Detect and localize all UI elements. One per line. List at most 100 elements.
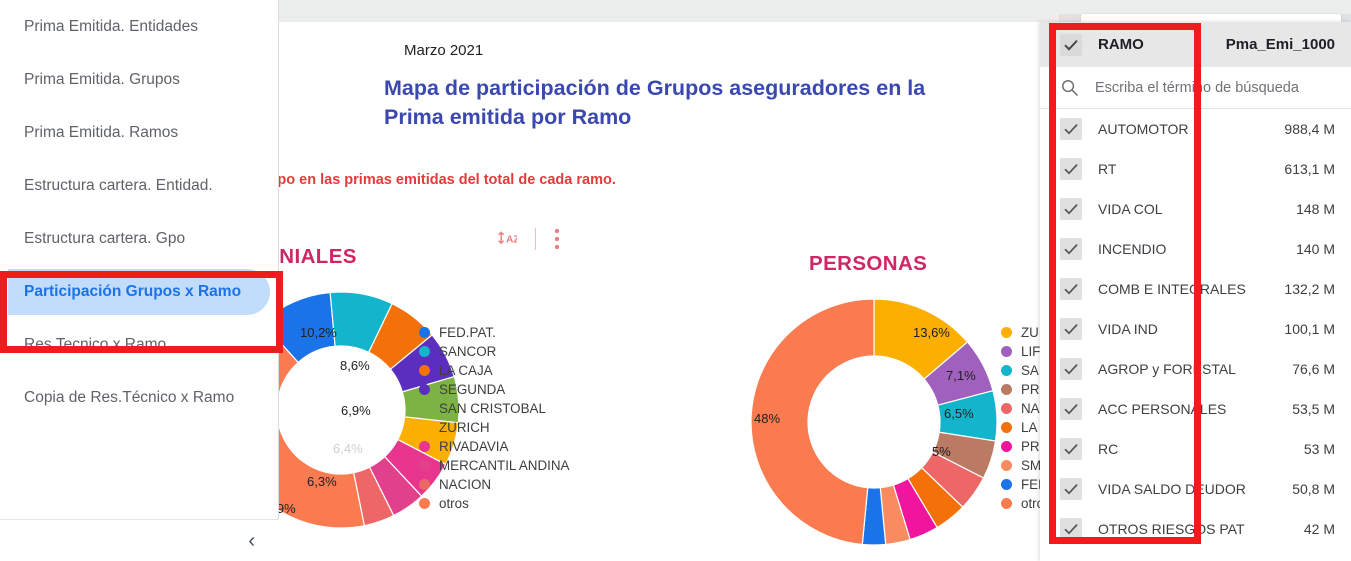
legend-color-swatch <box>1001 326 1012 338</box>
checkbox-checked-icon[interactable] <box>1060 238 1082 260</box>
legend-color-swatch <box>1001 402 1012 414</box>
filter-row[interactable]: OTROS RIESGOS PAT 42 M <box>1040 509 1351 549</box>
legend-color-swatch <box>1001 441 1012 453</box>
donut-slice[interactable] <box>279 322 366 529</box>
sidebar-item-prima-emitida-ramos[interactable]: Prima Emitida. Ramos <box>0 106 278 159</box>
donut-chart-personas[interactable] <box>749 297 999 547</box>
donut-svg-personas <box>750 298 998 546</box>
svg-text:AZ: AZ <box>506 234 517 245</box>
legend-item[interactable]: otros <box>419 496 569 512</box>
legend-item[interactable]: SAN CRISTOBAL <box>419 401 569 416</box>
checkbox-checked-icon[interactable] <box>1060 33 1082 56</box>
legend-label: RIVADAVIA <box>439 439 509 455</box>
legend-color-swatch <box>1001 345 1012 357</box>
sidebar-item-label: Prima Emitida. Grupos <box>24 70 180 88</box>
filter-row-label: AGROP y FORESTAL <box>1098 361 1236 377</box>
sort-alpha-icon[interactable]: AZ <box>497 229 517 249</box>
legend-label: ZURICH <box>439 419 490 435</box>
filter-row-label: AUTOMOTOR <box>1098 121 1189 137</box>
filter-row-list: AUTOMOTOR 988,4 M RT 613,1 M VIDA COL 148 M IN… <box>1040 109 1351 549</box>
sidebar-item-label: Estructura cartera. Entidad. <box>24 176 213 194</box>
legend-item[interactable]: MERCANTIL ANDINA <box>419 458 569 473</box>
legend-label: FED.PAT. <box>439 324 496 340</box>
legend-item[interactable]: FED.PAT. <box>419 324 569 340</box>
filter-search-field[interactable]: Escriba el término de búsqueda <box>1040 67 1351 109</box>
legend-item[interactable]: NACION <box>419 477 569 492</box>
filter-row[interactable]: AGROP y FORESTAL 76,6 M <box>1040 349 1351 389</box>
legend-color-swatch <box>419 364 430 376</box>
chart-title-personas: PERSONAS <box>809 252 928 275</box>
legend-color-swatch <box>419 383 430 395</box>
legend-item[interactable]: ZURICH <box>419 419 569 435</box>
legend-color-swatch <box>1001 460 1012 472</box>
filter-metric-label: Pma_Emi_1000 <box>1225 36 1335 53</box>
sidebar-item-copia-res-tecnico-x-ramo[interactable]: Copia de Res.Técnico x Ramo <box>0 371 278 424</box>
legend-color-swatch <box>1001 421 1012 433</box>
sidebar-item-participacion-grupos-x-ramo[interactable]: Participación Grupos x Ramo <box>0 265 278 318</box>
donut-slice[interactable] <box>750 298 875 546</box>
legend-label: otros <box>439 496 469 512</box>
report-date: Marzo 2021 <box>404 42 484 59</box>
legend-color-swatch <box>419 345 430 357</box>
sidebar-item-res-tecnico-x-ramo[interactable]: Res.Tecnico x Ramo <box>0 318 278 371</box>
checkbox-checked-icon[interactable] <box>1060 438 1082 460</box>
toolbar-divider <box>535 228 536 250</box>
legend-color-swatch <box>419 326 430 338</box>
filter-row-value: 53 M <box>1303 441 1335 457</box>
sidebar-item-estructura-cartera-gpo[interactable]: Estructura cartera. Gpo <box>0 212 278 265</box>
legend-item[interactable]: LA CAJA <box>419 363 569 378</box>
filter-row-value: 148 M <box>1296 201 1335 217</box>
legend-color-swatch <box>419 421 430 433</box>
legend-item[interactable]: SANCOR <box>419 344 569 359</box>
legend-label: SEGUNDA <box>439 381 506 397</box>
filter-row[interactable]: AUTOMOTOR 988,4 M <box>1040 109 1351 149</box>
more-vertical-icon[interactable] <box>554 228 560 250</box>
checkbox-checked-icon[interactable] <box>1060 118 1082 140</box>
filter-row[interactable]: RT 613,1 M <box>1040 149 1351 189</box>
search-icon <box>1061 79 1078 96</box>
ramo-filter-panel: RAMO Pma_Emi_1000 Escriba el término de … <box>1040 22 1351 561</box>
chevron-left-icon[interactable]: ‹ <box>248 529 255 552</box>
filter-row[interactable]: VIDA IND 100,1 M <box>1040 309 1351 349</box>
donut-chart-patrimoniales[interactable] <box>279 290 461 530</box>
filter-header-row[interactable]: RAMO Pma_Emi_1000 <box>1040 22 1351 67</box>
filter-row-label: ACC PERSONALES <box>1098 401 1227 417</box>
checkbox-checked-icon[interactable] <box>1060 518 1082 540</box>
checkbox-checked-icon[interactable] <box>1060 278 1082 300</box>
legend-patrimoniales: FED.PAT. SANCOR LA CAJA SEGUNDA SAN CRISTOBA… <box>419 325 569 511</box>
filter-row-label: RT <box>1098 161 1117 177</box>
sidebar-item-prima-emitida-grupos[interactable]: Prima Emitida. Grupos <box>0 53 278 106</box>
filter-row[interactable]: VIDA SALDO DEUDOR 50,8 M <box>1040 469 1351 509</box>
legend-item[interactable]: SEGUNDA <box>419 381 569 397</box>
sidebar-footer: ‹ <box>0 519 279 561</box>
legend-color-swatch <box>419 479 430 491</box>
checkbox-checked-icon[interactable] <box>1060 478 1082 500</box>
filter-row-label: RC <box>1098 441 1119 457</box>
legend-item[interactable]: RIVADAVIA <box>419 439 569 455</box>
filter-row-label: OTROS RIESGOS PAT <box>1098 521 1245 537</box>
filter-row-value: 140 M <box>1296 241 1335 257</box>
legend-color-swatch <box>1001 498 1012 510</box>
sidebar-item-estructura-cartera-entidad[interactable]: Estructura cartera. Entidad. <box>0 159 278 212</box>
filter-row[interactable]: ACC PERSONALES 53,5 M <box>1040 389 1351 429</box>
checkbox-checked-icon[interactable] <box>1060 158 1082 180</box>
checkbox-checked-icon[interactable] <box>1060 198 1082 220</box>
checkbox-checked-icon[interactable] <box>1060 398 1082 420</box>
page-title: Mapa de participación de Grupos asegurad… <box>384 76 926 129</box>
legend-color-swatch <box>1001 364 1012 376</box>
report-subtitle: …pación por Grupo en las primas emitidas… <box>279 172 616 188</box>
checkbox-checked-icon[interactable] <box>1060 358 1082 380</box>
sidebar-item-label: Res.Tecnico x Ramo <box>24 335 167 353</box>
filter-row-value: 50,8 M <box>1292 481 1335 497</box>
filter-row-value: 100,1 M <box>1284 321 1335 337</box>
sidebar-item-prima-emitida-entidades[interactable]: Prima Emitida. Entidades <box>0 0 278 53</box>
filter-row[interactable]: COMB E INTEGRALES 132,2 M <box>1040 269 1351 309</box>
legend-color-swatch <box>1001 383 1012 395</box>
filter-row[interactable]: RC 53 M <box>1040 429 1351 469</box>
checkbox-checked-icon[interactable] <box>1060 318 1082 340</box>
filter-row[interactable]: INCENDIO 140 M <box>1040 229 1351 269</box>
filter-row[interactable]: VIDA COL 148 M <box>1040 189 1351 229</box>
legend-color-swatch <box>1001 479 1012 491</box>
filter-row-label: VIDA COL <box>1098 201 1163 217</box>
